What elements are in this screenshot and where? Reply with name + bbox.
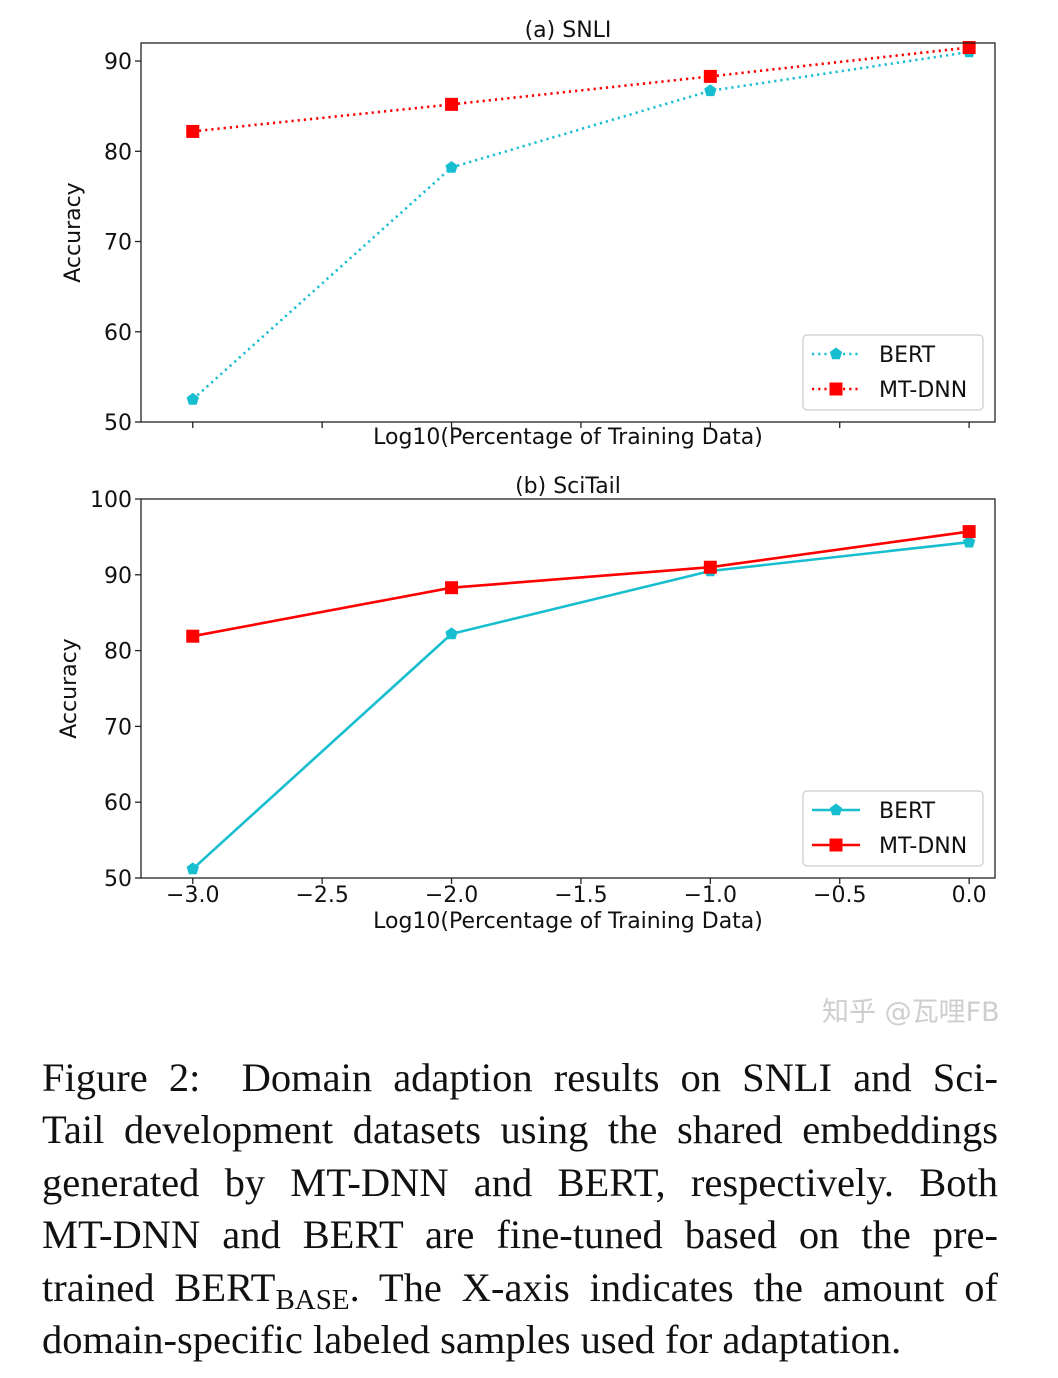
x-tick-label: −1.5 bbox=[554, 883, 607, 908]
square-marker bbox=[703, 560, 717, 574]
x-tick-label: −2.0 bbox=[425, 883, 478, 908]
y-axis-label: Accuracy bbox=[61, 182, 86, 282]
y-tick-label: 50 bbox=[104, 411, 132, 436]
square-marker bbox=[829, 382, 843, 396]
x-axis-label: Log10(Percentage of Training Data) bbox=[373, 425, 763, 450]
legend-box bbox=[802, 334, 984, 411]
y-axis-label: Accuracy bbox=[57, 638, 82, 738]
caption-line: MT-DNN and BERT are fine-tuned based on … bbox=[42, 1212, 998, 1258]
y-tick-label: 90 bbox=[104, 564, 132, 589]
square-marker bbox=[186, 124, 200, 138]
caption-line: domain-specific labeled samples used for… bbox=[42, 1316, 902, 1362]
y-tick-label: 60 bbox=[104, 791, 132, 816]
legend-label: BERT bbox=[879, 799, 936, 824]
legend-label: MT-DNN bbox=[879, 834, 967, 859]
square-marker bbox=[962, 525, 976, 539]
pentagon-marker bbox=[186, 392, 199, 405]
x-tick-label: −2.5 bbox=[295, 883, 348, 908]
chart-scitail: 50 60 70 80 90 100 −3.0 −2.5 −2.0 −1.5 −1.0 −0.5 0.0… bbox=[57, 474, 996, 934]
caption-line: Tail development datasets using the shar… bbox=[42, 1107, 998, 1153]
square-marker bbox=[186, 629, 200, 643]
plot-frame bbox=[140, 42, 996, 423]
legend: BERT MT-DNN bbox=[802, 790, 984, 867]
caption-line: Figure 2: Domain adaption results on SNL… bbox=[42, 1055, 998, 1100]
square-marker bbox=[829, 838, 843, 852]
series-line-bert bbox=[191, 50, 970, 401]
legend-label: MT-DNN bbox=[879, 378, 967, 403]
x-axis-label: Log10(Percentage of Training Data) bbox=[373, 909, 763, 934]
caption-line: generated by MT-DNN and BERT, respective… bbox=[42, 1159, 998, 1205]
caption-text: trained BERT bbox=[42, 1264, 276, 1310]
pentagon-marker bbox=[186, 862, 199, 875]
legend-label: BERT bbox=[879, 343, 936, 368]
legend: BERT MT-DNN bbox=[802, 334, 984, 411]
y-tick-label: 60 bbox=[104, 321, 132, 346]
pentagon-marker bbox=[829, 803, 843, 816]
figure-caption: Figure 2: Domain adaption results on SNL… bbox=[42, 1052, 998, 1366]
square-marker bbox=[703, 69, 717, 83]
x-tick-label: 0.0 bbox=[952, 883, 987, 908]
y-tick-label: 100 bbox=[90, 488, 132, 513]
chart-title: (a) SNLI bbox=[525, 18, 612, 43]
pentagon-marker bbox=[445, 627, 458, 640]
y-tick-label: 70 bbox=[104, 715, 132, 740]
pentagon-marker bbox=[704, 84, 717, 97]
y-tick-label: 90 bbox=[104, 50, 132, 75]
square-marker bbox=[445, 97, 459, 111]
series-line-bert bbox=[191, 540, 970, 870]
watermark: 知乎 @瓦哩FB bbox=[822, 997, 1000, 1028]
pentagon-marker bbox=[829, 347, 843, 360]
y-tick-label: 80 bbox=[104, 640, 132, 665]
pentagon-marker bbox=[445, 161, 458, 173]
x-tick-label: −0.5 bbox=[813, 883, 866, 908]
caption-subscript: BASE bbox=[275, 1283, 350, 1316]
y-tick-label: 70 bbox=[104, 231, 132, 256]
square-marker bbox=[962, 41, 976, 55]
series-line-mt-dnn bbox=[192, 530, 970, 638]
x-tick-label: −3.0 bbox=[166, 883, 219, 908]
plot-frame bbox=[140, 498, 996, 879]
y-tick-label: 80 bbox=[104, 140, 132, 165]
y-tick-label: 50 bbox=[104, 867, 132, 892]
chart-title: (b) SciTail bbox=[515, 474, 621, 499]
x-tick-label: −1.0 bbox=[684, 883, 737, 908]
chart-snli: 50 60 70 80 90 (a) SNLI Log10(Percentage of Tr… bbox=[61, 18, 996, 450]
figure: 50 60 70 80 90 (a) SNLI Log10(Percentage of Tr… bbox=[57, 18, 996, 934]
caption-text: . The X-axis indicates the amount of bbox=[349, 1264, 999, 1310]
series-line-mt-dnn bbox=[192, 46, 970, 133]
pentagon-marker bbox=[962, 535, 976, 548]
caption-line: trained BERTBASE. The X-axis indicates t… bbox=[42, 1262, 999, 1316]
square-marker bbox=[445, 581, 459, 595]
